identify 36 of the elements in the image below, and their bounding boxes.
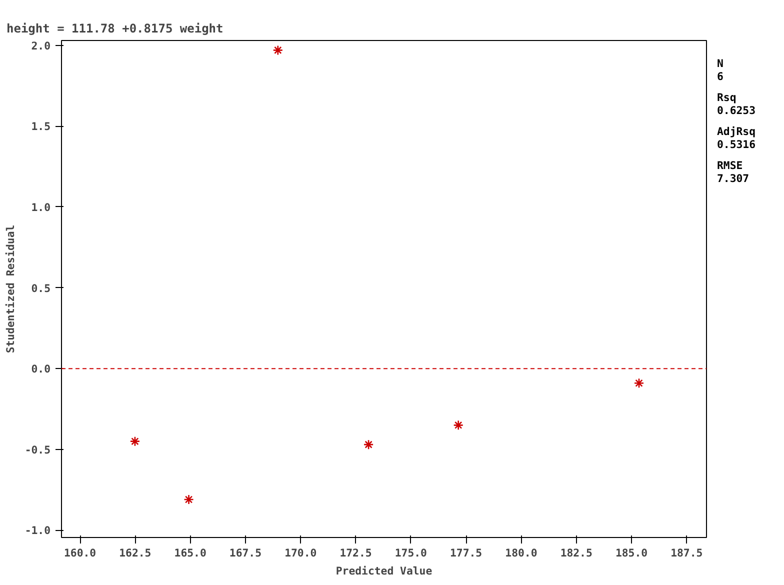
x-tick-label: 187.5 [670, 546, 703, 560]
y-axis-title: Studentized Residual [4, 224, 17, 354]
x-axis-title: Predicted Value [336, 564, 432, 578]
y-tick-label: 2.0 [31, 39, 51, 52]
y-tick-label: 0.0 [31, 362, 51, 376]
text: RMSE [717, 159, 744, 172]
x-tick-label: 170.0 [284, 546, 317, 560]
text: 7.307 [717, 172, 750, 185]
x-tick-label: 177.5 [450, 546, 482, 560]
x-tick-label: 160.0 [64, 546, 96, 560]
text: Rsq [717, 91, 738, 104]
x-tick-label: 167.5 [229, 546, 262, 560]
text: 6 [717, 70, 724, 83]
text: N [717, 57, 724, 70]
y-tick-label: 0.5 [31, 282, 51, 295]
point [634, 378, 644, 388]
y-tick-label: -0.5 [24, 443, 51, 456]
x-tick-label: 165.0 [174, 546, 206, 560]
x-tick-label: 162.5 [119, 546, 152, 560]
point [453, 420, 464, 430]
y-tick-label: 1.0 [31, 200, 51, 214]
x-tick-label: 180.0 [505, 546, 538, 560]
point [130, 436, 140, 446]
x-tick-label: 175.0 [394, 546, 427, 560]
point [184, 494, 194, 505]
chart-title: height = 111.78 +0.8175 weight [6, 22, 224, 36]
point [363, 439, 374, 450]
x-tick-label: 172.5 [340, 546, 372, 560]
y-tick-label: -1.0 [24, 524, 51, 538]
y-tick-label: 1.5 [31, 120, 51, 134]
text: 0.5316 [717, 138, 756, 151]
text: AdjRsq [717, 125, 756, 138]
point [272, 45, 284, 56]
x-tick-label: 182.5 [560, 546, 592, 560]
x-tick-label: 185.0 [615, 546, 648, 560]
text: 0.6253 [717, 104, 756, 117]
